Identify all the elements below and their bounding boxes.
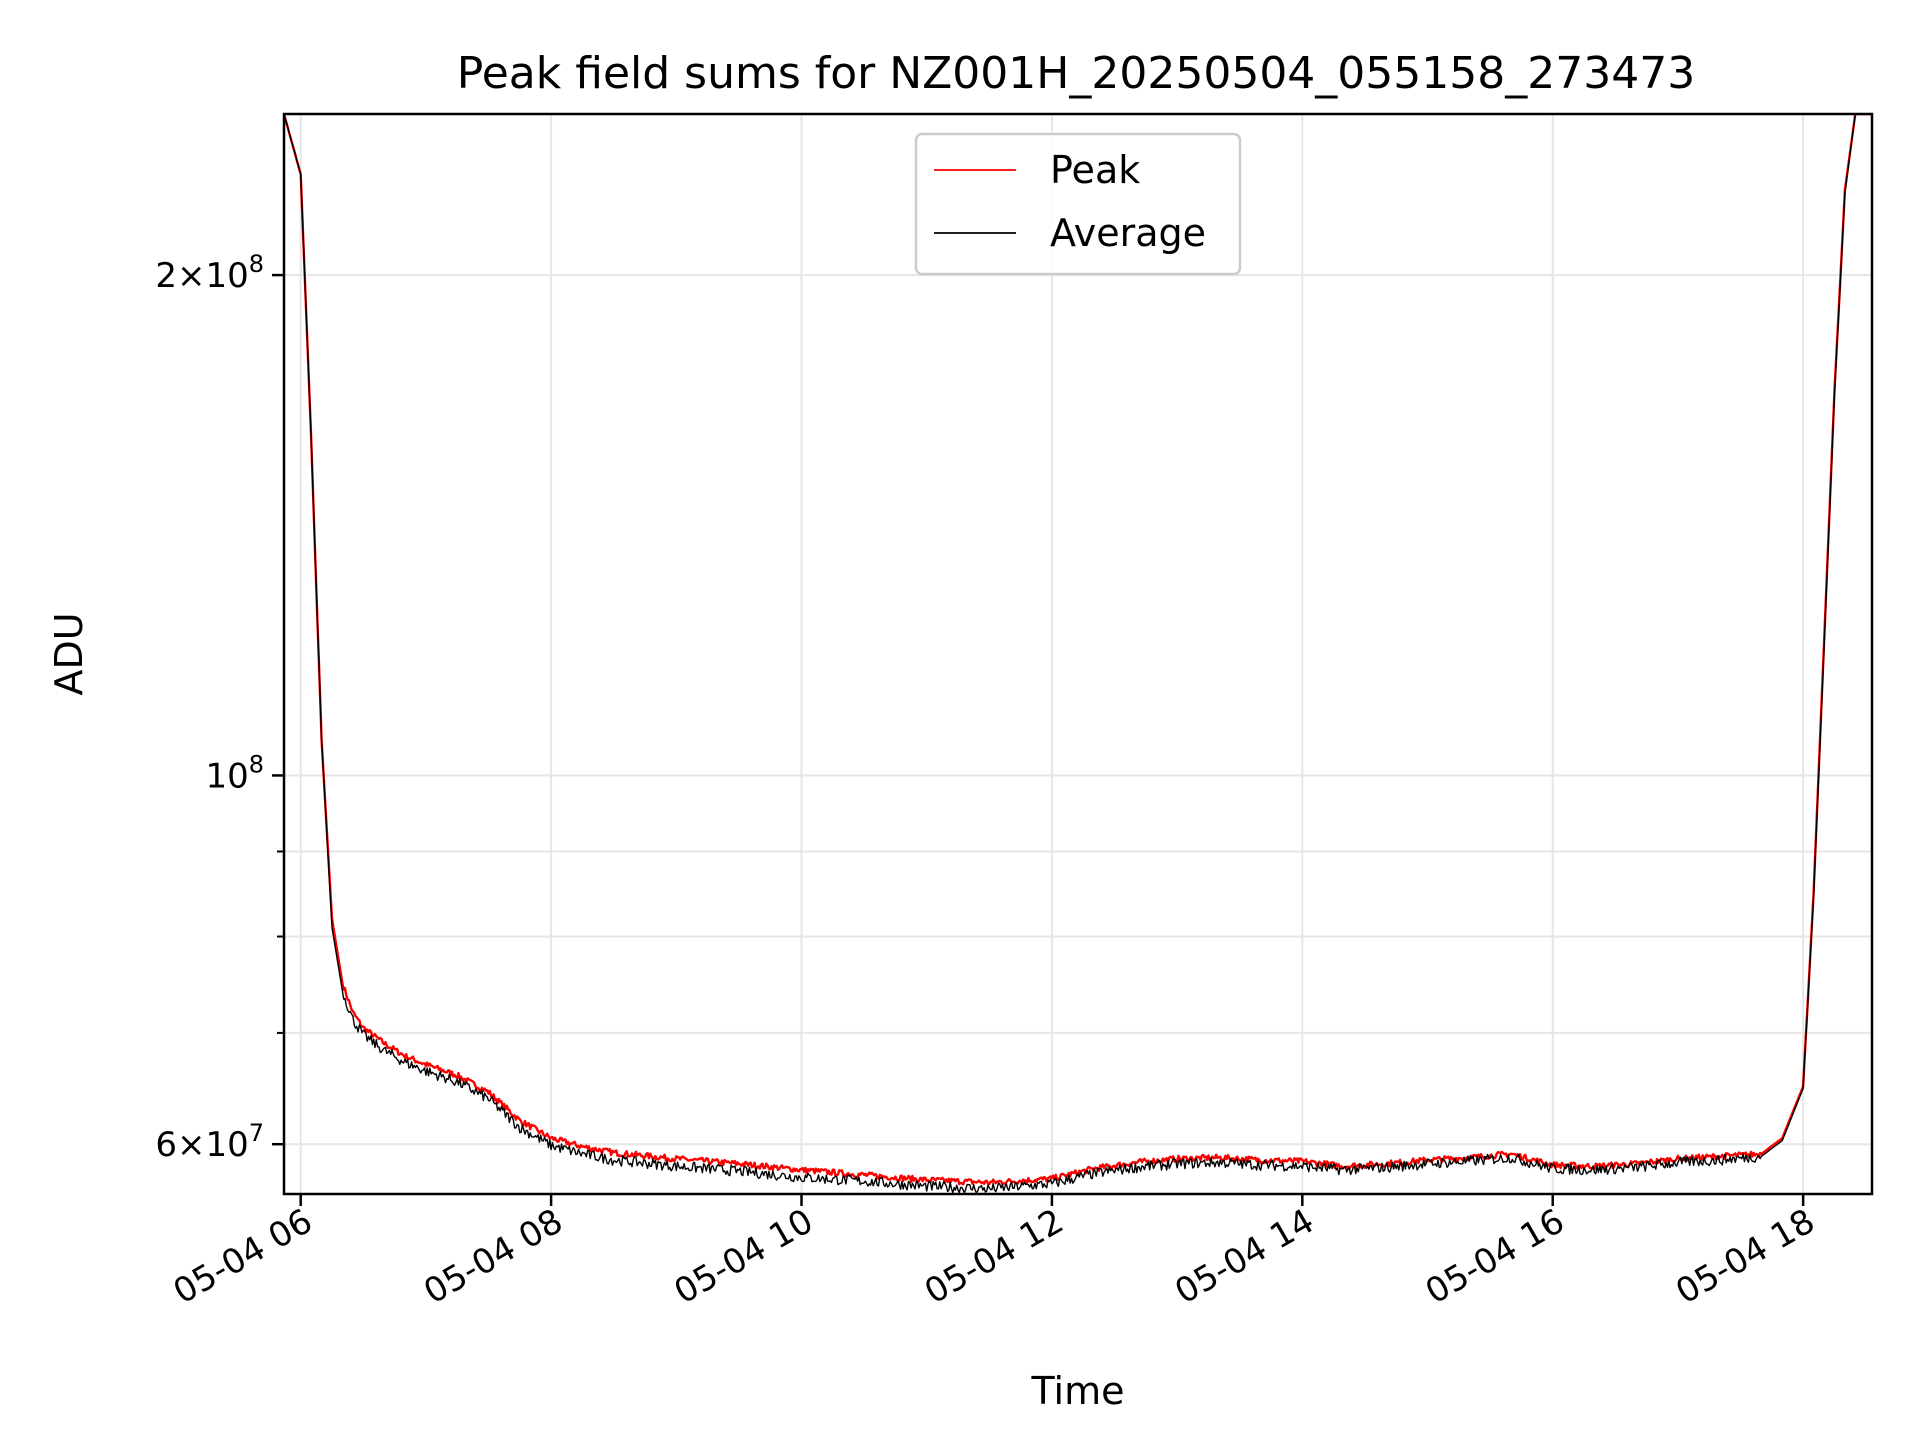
x-axis-label: Time xyxy=(1031,1369,1125,1413)
y-tick-label: 108 xyxy=(205,750,264,796)
y-tick-label: 6×107 xyxy=(155,1119,264,1165)
chart-title: Peak field sums for NZ001H_20250504_0551… xyxy=(457,48,1695,99)
series-layer xyxy=(284,114,1872,1194)
y-tick-exponent: 8 xyxy=(249,750,264,778)
y-tick-exponent: 8 xyxy=(249,250,264,278)
legend: Peak Average xyxy=(914,132,1242,276)
plot-frame xyxy=(282,112,1874,1196)
series-line-average xyxy=(284,114,1872,1194)
y-tick-exponent: 7 xyxy=(249,1119,264,1147)
legend-label-average: Average xyxy=(1050,211,1206,255)
y-axis: 2×108 108 6×107 xyxy=(155,250,284,1165)
legend-box xyxy=(914,132,1242,276)
y-tick-label: 2×108 xyxy=(155,250,264,296)
legend-label-peak: Peak xyxy=(1050,148,1140,192)
y-tick-mantissa: 6 xyxy=(155,1125,177,1165)
y-tick-mantissa: 2 xyxy=(155,256,177,296)
grid-layer xyxy=(284,114,1872,1194)
y-axis-label: ADU xyxy=(47,612,91,695)
